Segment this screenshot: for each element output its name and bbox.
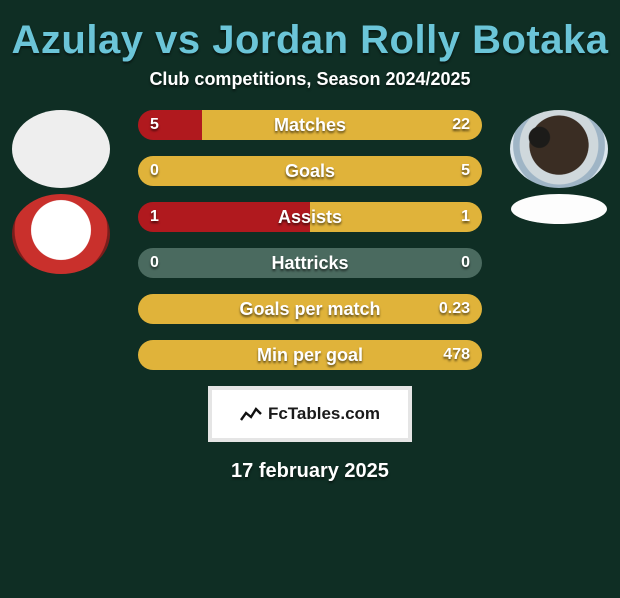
stat-value-left: 1 [150,208,159,226]
player-left-club-badge [12,194,110,274]
stat-fill-left [138,202,310,232]
stat-value-right: 478 [443,346,470,364]
player-right-flag [511,194,607,224]
stat-row: 0Goals5 [138,156,482,186]
stat-value-left: 0 [150,254,159,272]
brand-watermark[interactable]: FcTables.com [208,386,412,442]
stat-fill-right [138,340,482,370]
stat-value-right: 5 [461,162,470,180]
brand-text: FcTables.com [268,404,380,424]
stat-fill-right [310,202,482,232]
stat-value-right: 22 [452,116,470,134]
player-left-column [6,110,116,274]
stat-value-right: 0.23 [439,300,470,318]
page-title: Azulay vs Jordan Rolly Botaka [0,18,620,63]
stat-row: Goals per match0.23 [138,294,482,324]
subtitle: Club competitions, Season 2024/2025 [0,69,620,90]
stat-fill-right [138,294,482,324]
player-right-avatar [510,110,608,188]
stat-fill-left [138,110,202,140]
stat-row: 5Matches22 [138,110,482,140]
stat-bars: 5Matches22 0Goals5 1Assists1 0Hattricks0 Goa… [138,110,482,370]
stat-fill-left [138,248,482,278]
stat-fill-right [138,156,482,186]
stat-value-left: 0 [150,162,159,180]
stat-value-right: 0 [461,254,470,272]
snapshot-date: 17 february 2025 [0,460,620,483]
stat-fill-right [202,110,482,140]
player-right-column [504,110,614,224]
player-left-avatar [12,110,110,188]
stats-area: 5Matches22 0Goals5 1Assists1 0Hattricks0 Goa… [0,110,620,370]
stat-value-right: 1 [461,208,470,226]
stat-row: 0Hattricks0 [138,248,482,278]
stat-row: 1Assists1 [138,202,482,232]
stat-value-left: 5 [150,116,159,134]
chart-icon [240,405,262,423]
stat-row: Min per goal478 [138,340,482,370]
